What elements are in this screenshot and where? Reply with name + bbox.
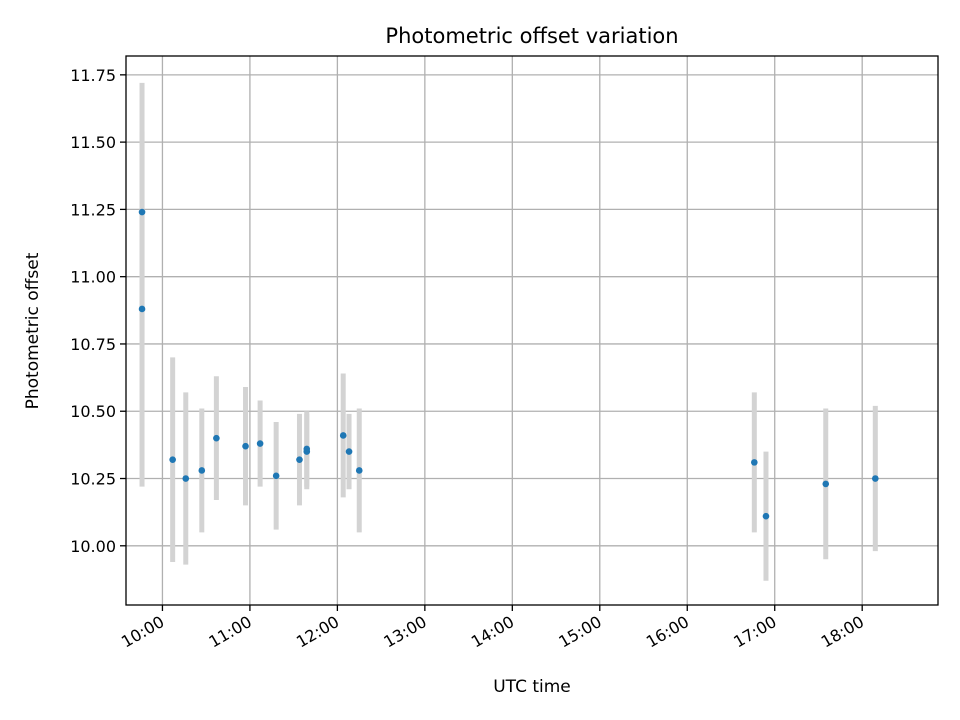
data-point	[213, 434, 220, 442]
plot-frame	[125, 55, 939, 606]
data-point	[242, 442, 249, 450]
x-tick-label: 16:00	[643, 612, 692, 652]
data-point	[822, 480, 830, 488]
y-tick-label: 11.25	[70, 200, 116, 219]
data-point	[872, 475, 879, 482]
x-axis-label: UTC time	[493, 677, 571, 697]
x-tick-label: 10:00	[118, 612, 167, 652]
data-point	[339, 432, 347, 439]
grid-lines	[126, 56, 938, 605]
x-tick-label: 17:00	[730, 612, 779, 652]
x-tick-label: 11:00	[205, 612, 254, 652]
data-point	[762, 512, 770, 520]
data-point	[169, 456, 176, 463]
data-point	[138, 208, 146, 216]
y-axis-label: Photometric offset	[23, 252, 43, 409]
data-point	[198, 467, 206, 474]
chart-title: Photometric offset variation	[385, 24, 678, 48]
data-point	[355, 467, 363, 474]
data-point	[182, 475, 190, 482]
data-point	[138, 305, 146, 313]
x-tick-label: 15:00	[555, 612, 604, 652]
data-point	[303, 445, 311, 453]
y-tick-label: 10.75	[70, 335, 116, 354]
x-tick-label: 12:00	[293, 612, 342, 652]
x-tick-label: 18:00	[818, 612, 867, 652]
data-point	[751, 459, 758, 466]
data-points	[138, 208, 879, 520]
data-point	[256, 440, 264, 447]
x-axis-ticks: 10:00 11:00 12:00 13:00 14:00 15:00 16:00 17:00…	[118, 605, 867, 652]
error-bars	[139, 82, 878, 581]
y-tick-label: 11.50	[70, 133, 116, 152]
y-axis-ticks: 10.00 10.25 10.50 10.75 11.00 11.25 11.50 11.75	[70, 66, 126, 556]
y-tick-label: 11.75	[70, 66, 116, 85]
y-tick-label: 10.50	[70, 402, 116, 421]
y-tick-label: 10.00	[70, 537, 116, 556]
data-point	[345, 448, 353, 455]
y-tick-label: 10.25	[70, 470, 116, 489]
x-tick-label: 14:00	[468, 612, 517, 652]
y-tick-label: 11.00	[70, 268, 116, 287]
data-point	[272, 472, 280, 480]
data-point	[296, 456, 303, 463]
x-tick-label: 13:00	[380, 612, 429, 652]
